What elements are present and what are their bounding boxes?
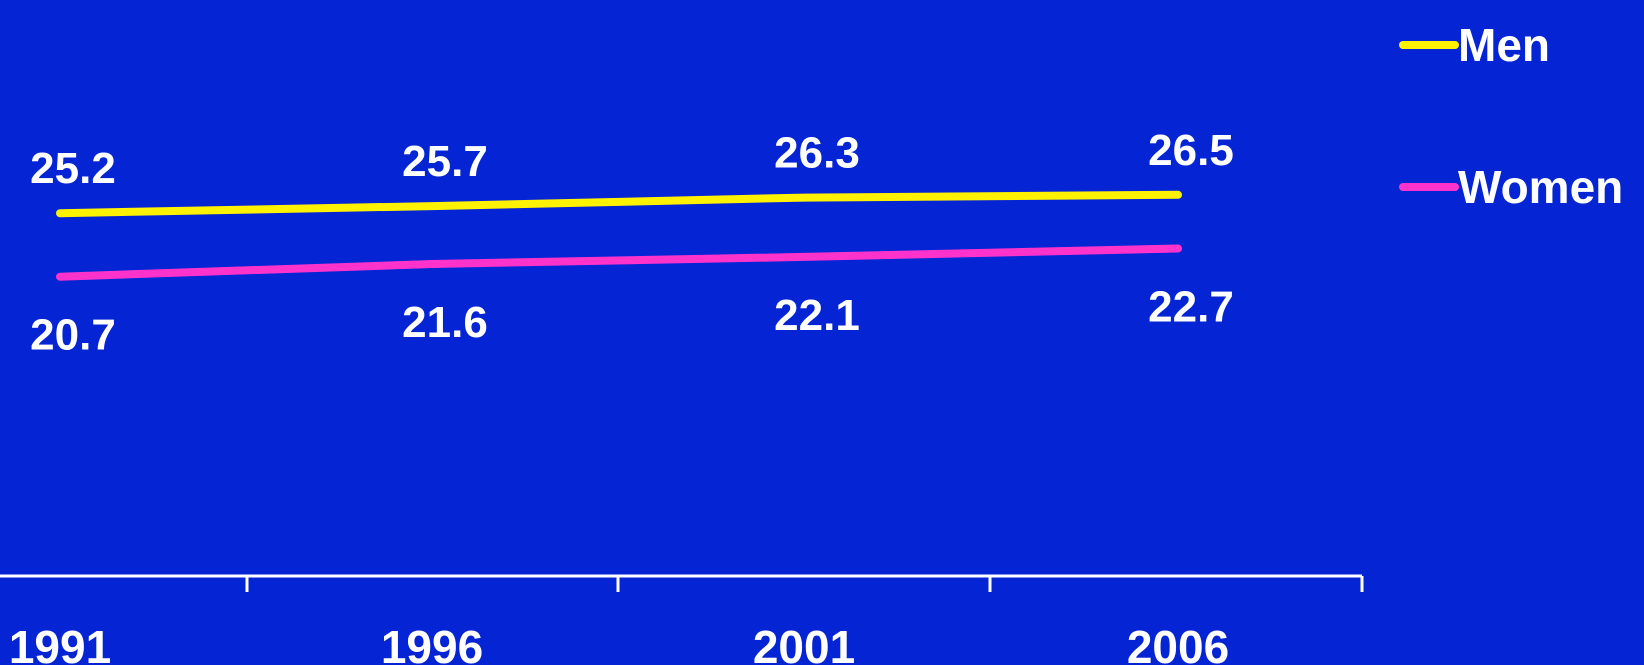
x-tick-label-2006: 2006 [1127,621,1229,665]
x-tick-label-1991: 1991 [9,621,111,665]
data-label-women-2006: 22.7 [1148,283,1234,332]
data-label-men-1991: 25.2 [30,144,116,193]
series-line-women [56,244,1182,281]
data-label-women-2001: 22.1 [774,291,860,340]
legend-label-men: Men [1458,19,1550,71]
x-tick-label-1996: 1996 [381,621,483,665]
data-label-women-1991: 20.7 [30,311,116,360]
x-tick-label-2001: 2001 [753,621,855,665]
data-label-women-1996: 21.6 [402,298,488,347]
legend-label-women: Women [1458,161,1623,213]
data-label-men-2001: 26.3 [774,129,860,178]
data-label-men-2006: 26.5 [1148,126,1234,175]
data-label-men-1996: 25.7 [402,137,488,186]
series-line-men [56,190,1182,218]
